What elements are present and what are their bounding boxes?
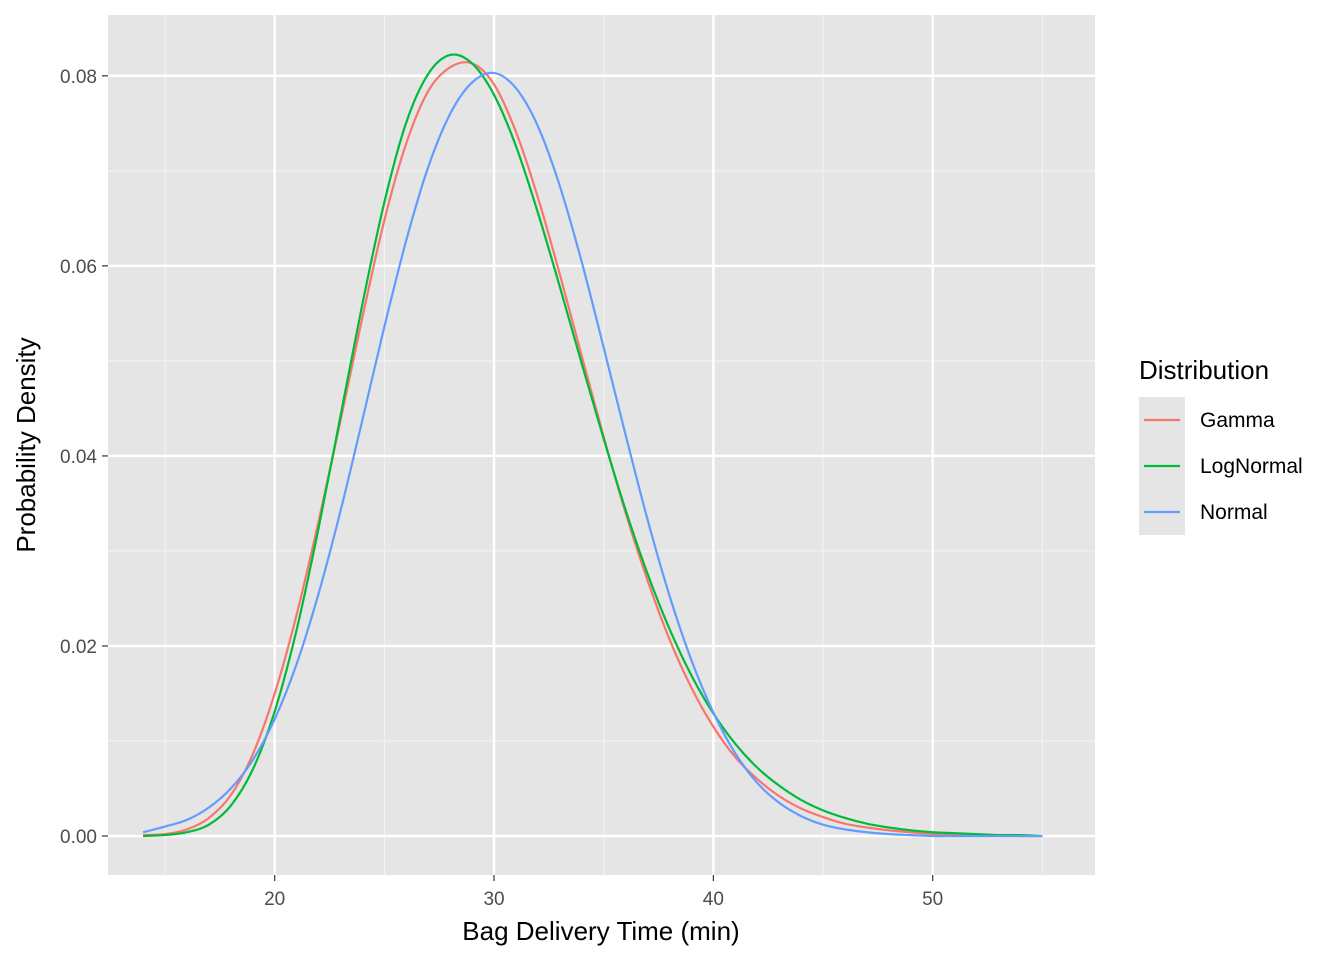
series-line-gamma — [143, 61, 1043, 838]
x-tick-label: 20 — [264, 889, 285, 910]
legend-title: Distribution — [1139, 355, 1269, 385]
y-tick-label: 0.02 — [60, 637, 97, 658]
y-tick-label: 0.04 — [60, 447, 97, 468]
y-tick-label: 0.06 — [60, 257, 97, 278]
series-line-normal — [142, 71, 1043, 838]
legend-label-gamma: Gamma — [1200, 409, 1275, 432]
x-tick-label: 30 — [483, 889, 504, 910]
x-axis-title: Bag Delivery Time (min) — [462, 916, 739, 946]
legend-label-normal: Normal — [1200, 501, 1268, 524]
y-axis-title: Probability Density — [11, 337, 41, 552]
x-axis: 20 30 40 50 — [264, 875, 943, 910]
x-tick-label: 40 — [703, 889, 724, 910]
y-tick-label: 0.00 — [60, 827, 97, 848]
legend-items: Gamma LogNormal Normal — [1144, 409, 1303, 524]
major-gridlines — [108, 15, 1095, 875]
minor-gridlines — [108, 15, 1095, 875]
x-tick-label: 50 — [922, 889, 943, 910]
legend-label-lognormal: LogNormal — [1200, 455, 1303, 478]
y-axis: 0.00 0.02 0.04 0.06 0.08 — [60, 67, 108, 848]
y-tick-label: 0.08 — [60, 67, 97, 88]
series-lines — [142, 53, 1043, 838]
legend: Distribution Gamma LogNormal Normal — [1139, 355, 1303, 535]
series-line-lognormal — [143, 53, 1043, 838]
plot-panel — [108, 15, 1095, 875]
